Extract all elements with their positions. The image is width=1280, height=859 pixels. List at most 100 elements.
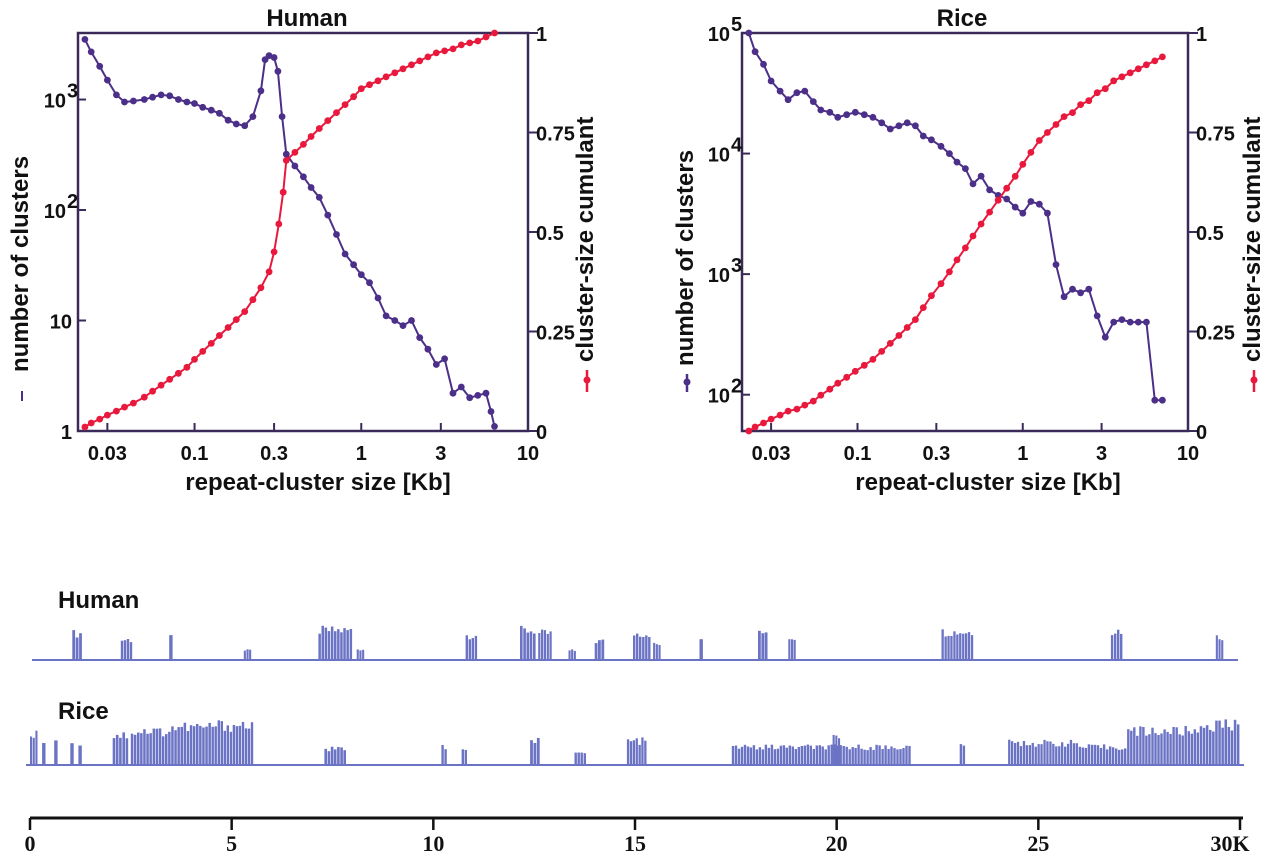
human-cumulant-point (291, 149, 299, 156)
rice-clusters-point (1110, 318, 1118, 326)
human-repeat-bar (523, 628, 526, 660)
rice-repeat-bar (1115, 748, 1118, 765)
rice-clusters-point (1069, 285, 1076, 293)
human-clusters-point (466, 394, 474, 402)
rice-left-tick-label: 10 (708, 386, 730, 408)
rice-clusters-point (1159, 396, 1166, 404)
rice-repeat-bar (962, 745, 966, 765)
human-repeat-bar (793, 639, 796, 660)
rice-repeat-bar (42, 743, 46, 765)
rice-repeat-bar (761, 749, 765, 765)
rice-clusters-point (809, 98, 817, 105)
rice-cumulant-point (851, 367, 859, 375)
rice-cumulant-point (1077, 101, 1084, 108)
rice-repeat-bar (1069, 739, 1073, 765)
human-cumulant-point (333, 109, 340, 116)
rice-repeat-bar (1031, 742, 1034, 765)
rice-repeat-bar (824, 749, 827, 765)
rice-repeat-bar (235, 726, 239, 765)
human-cumulant-point (382, 73, 390, 81)
human-clusters-point (270, 54, 278, 61)
rice-repeat-bar (734, 745, 738, 765)
rice-repeat-bar (1215, 720, 1218, 765)
rice-repeat-block (70, 743, 74, 765)
rice-repeat-bar (767, 747, 771, 765)
human-repeat-bar (465, 635, 468, 660)
rice-repeat-bar (1202, 727, 1206, 765)
rice-cumulant-point (826, 385, 834, 393)
rice-repeat-bar (241, 722, 245, 765)
rice-repeat-bar (533, 743, 537, 765)
rice-repeat-bar (1040, 744, 1043, 765)
rice-repeat-bar (1154, 733, 1157, 765)
human-repeat-bar (965, 633, 968, 660)
rice-repeat-bar (821, 746, 824, 765)
human-clusters-point (391, 317, 399, 324)
rice-clusters-point (969, 180, 977, 188)
rice-repeat-bar (161, 736, 165, 765)
human-repeat-bar (533, 633, 536, 660)
human-cumulant-point (416, 57, 424, 65)
rice-repeat-bar (1075, 743, 1078, 765)
human-cumulant-point (457, 41, 465, 49)
rice-x-tick-label: 0.03 (752, 443, 791, 465)
human-clusters-point (366, 279, 373, 287)
rice-repeat-bar (1066, 743, 1070, 765)
human-left-y-axis-label: number of clusters (7, 156, 34, 372)
human-repeat-bar (246, 649, 249, 660)
rice-repeat-bar (1037, 744, 1040, 765)
human-cumulant-point (408, 61, 415, 69)
rice-repeat-bar (902, 748, 905, 765)
human-clusters-point (183, 98, 191, 106)
rice-cumulant-point (903, 324, 911, 331)
rice-clusters-point (767, 77, 775, 85)
human-repeat-bar (546, 633, 549, 660)
human-cumulant-point (183, 363, 191, 371)
human-left-tick-label: 1 (61, 422, 72, 444)
human-clusters-point (175, 96, 182, 103)
rice-clusters-point (953, 158, 961, 166)
human-cumulant-point (341, 101, 349, 108)
human-clusters-point (224, 116, 232, 124)
human-clusters-point (130, 97, 137, 105)
human-left-tick-label: 10 (50, 312, 72, 334)
rice-left-tick-exponent: 3 (731, 255, 742, 277)
rice-repeat-bar (119, 737, 122, 765)
rice-cumulant-point (793, 405, 801, 413)
human-clusters-point (282, 150, 290, 158)
rice-repeat-bar (1028, 745, 1031, 765)
rice-repeat-bar (232, 725, 236, 765)
rice-cumulant-point (1126, 69, 1134, 77)
human-clusters-point (408, 317, 415, 324)
rice-repeat-bar (340, 747, 343, 765)
rice-repeat-bar (800, 746, 803, 765)
rice-clusters-point (977, 172, 985, 180)
rice-right-y-ticks: 0 0.25 0.5 0.75 1 (1188, 24, 1235, 444)
rice-repeat-bar (180, 726, 183, 765)
human-x-tick-label: 0.3 (260, 443, 288, 465)
rice-repeat-bar (1046, 741, 1049, 765)
rice-repeat-bar (779, 745, 783, 765)
human-repeat-bar (468, 639, 471, 660)
human-cumulant-point (191, 356, 198, 363)
rice-repeat-bar (165, 734, 168, 765)
position-tick-label: 30K (1210, 831, 1249, 856)
rice-repeat-bar (1236, 724, 1240, 765)
rice-repeat-bar (1227, 727, 1231, 765)
rice-repeat-bar (794, 749, 797, 765)
human-cumulant-point (121, 403, 128, 411)
human-clusters-point (140, 96, 148, 103)
human-clusters-point (399, 322, 407, 329)
human-clusters-point (199, 103, 207, 111)
human-left-tick-label: 10 (44, 201, 66, 223)
human-cumulant-point (275, 220, 283, 228)
rice-repeat-bar (583, 753, 586, 765)
rice-x-tick-label: 0.1 (844, 443, 872, 465)
rice-repeat-bar (809, 745, 812, 765)
human-cumulant-point (87, 419, 95, 427)
human-cumulant-point (207, 340, 215, 347)
rice-repeat-bar (737, 748, 741, 765)
rice-cumulant-point (767, 415, 775, 423)
human-cumulant-point (166, 375, 174, 383)
rice-repeat-block (441, 745, 447, 765)
